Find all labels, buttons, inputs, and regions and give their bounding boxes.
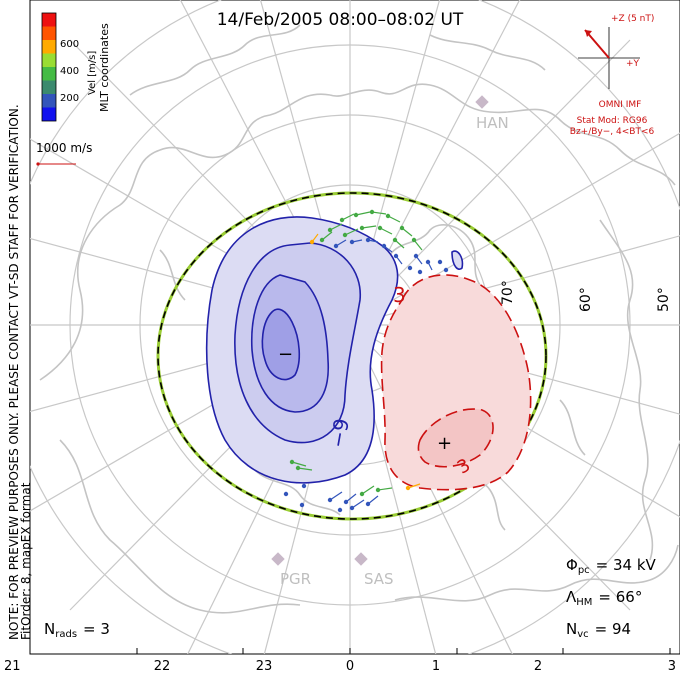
- station-han-label: HAN: [476, 114, 509, 132]
- mlt-label-21: 21: [4, 659, 21, 674]
- mlt-label-0: 0: [346, 659, 354, 674]
- colorbar-segment: [42, 26, 56, 40]
- coordinates-label: MLT coordinates: [98, 23, 111, 112]
- colorbar-segment: [42, 94, 56, 108]
- imf-z-label: +Z (5 nT): [611, 14, 654, 24]
- station-pgr-label: PGR: [280, 570, 311, 588]
- colorbar-tick-200: 200: [60, 93, 79, 104]
- colorbar-segment: [42, 80, 56, 94]
- potential-min-mark: −: [278, 344, 293, 365]
- stat-nrads: Nrads = 3: [44, 620, 110, 640]
- imf-vector: [584, 29, 610, 59]
- dusk-contour-4: [261, 308, 301, 381]
- fit-order-note: FitOrder: 8, mapEX format: [19, 482, 33, 640]
- imf-y-label: +Y: [626, 59, 640, 69]
- colorbar-segment: [42, 107, 56, 121]
- colorbar-segment: [42, 13, 56, 27]
- dawn-cell: [380, 274, 532, 491]
- colorbar-segment: [42, 67, 56, 81]
- preview-note: NOTE: FOR PREVIEW PURPOSES ONLY. PLEASE …: [7, 104, 21, 640]
- stat-lambda-hm: ΛHM = 66°: [566, 588, 642, 608]
- colorbar-segment: [42, 40, 56, 54]
- contour-label-pos-top: 3: [393, 283, 406, 307]
- map-title: 14/Feb/2005 08:00–08:02 UT: [217, 10, 464, 30]
- imf-clock: [578, 27, 640, 89]
- colorbar-tick-400: 400: [60, 66, 79, 77]
- dusk-cell: [205, 216, 464, 484]
- colorbar-label: Vel [m/s]: [87, 51, 98, 95]
- station-sas-label: SAS: [364, 570, 394, 588]
- latitude-label-60: 60°: [578, 287, 594, 312]
- dawn-contour-inner: [417, 408, 494, 468]
- vector-scale-label: 1000 m/s: [36, 141, 92, 155]
- velocity-colorbar: [41, 12, 57, 122]
- contour-label-neg: −9: [325, 417, 354, 450]
- station-markers: [271, 95, 489, 566]
- station-han-marker: [475, 95, 489, 109]
- mlt-label-2: 2: [534, 659, 542, 674]
- potential-max-mark: +: [437, 433, 452, 454]
- imf-source: OMNI IMF: [599, 100, 642, 110]
- mlt-label-1: 1: [432, 659, 440, 674]
- vector-scale-dot: [36, 162, 40, 166]
- hm-boundary: [157, 192, 547, 520]
- dusk-contour-small: [451, 250, 464, 270]
- mlt-label-22: 22: [154, 659, 171, 674]
- stat-nvc: Nvc = 94: [566, 620, 631, 640]
- imf-arrowhead: [585, 30, 592, 37]
- imf-model-line2: Bz+/By−, 4<BT<6: [570, 127, 655, 137]
- dawn-contour-outer: [380, 274, 532, 491]
- colorbar-tick-600: 600: [60, 39, 79, 50]
- mlt-label-23: 23: [256, 659, 273, 674]
- mlt-axis-ticks: [29, 648, 671, 654]
- colorbar-segment: [42, 53, 56, 67]
- coastlines: [39, 24, 679, 614]
- latitude-label-70: 70°: [500, 280, 516, 305]
- station-sas-marker: [354, 552, 368, 566]
- stat-phi-pc: Φpc = 34 kV: [566, 556, 657, 576]
- velocity-vectors: [283, 209, 449, 513]
- mlt-label-3: 3: [668, 659, 676, 674]
- latitude-label-50: 50°: [656, 287, 672, 312]
- station-pgr-marker: [271, 552, 285, 566]
- imf-model-line1: Stat Mod: RG96: [577, 116, 648, 126]
